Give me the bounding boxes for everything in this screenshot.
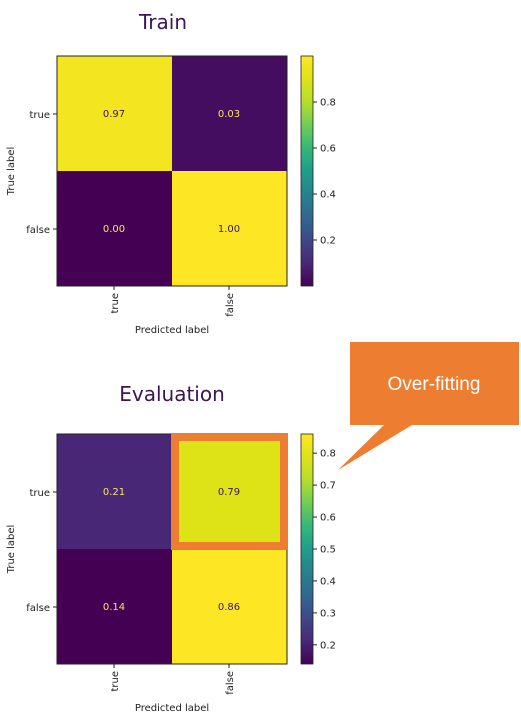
colorbar-tick-label: 0.2 <box>320 236 336 247</box>
colorbar-tick-label: 0.5 <box>320 545 336 556</box>
train-chart: Train 0.97 0.03 0.00 1.00 true false Tru… <box>6 10 336 336</box>
train-value-true-false: 0.03 <box>218 109 240 120</box>
colorbar-tick-label: 0.7 <box>320 481 336 492</box>
evaluation-ytick-true: true <box>29 488 50 499</box>
train-value-true-true: 0.97 <box>103 109 125 120</box>
evaluation-title: Evaluation <box>119 382 225 406</box>
train-xtick-true: true <box>110 293 121 314</box>
train-ylabel: True label <box>6 147 17 197</box>
colorbar-tick-label: 0.4 <box>320 190 336 201</box>
colorbar-tick-label: 0.6 <box>320 144 336 155</box>
evaluation-xtick-false: false <box>225 671 236 695</box>
evaluation-chart: Evaluation 0.21 0.79 0.14 0.86 true fals… <box>6 382 336 714</box>
colorbar-tick-label: 0.6 <box>320 513 336 524</box>
train-title: Train <box>138 10 187 34</box>
train-cell-false-false <box>172 171 287 286</box>
callout-text: Over-fitting <box>388 374 481 395</box>
evaluation-value-true-false: 0.79 <box>218 487 240 498</box>
colorbar-tick-label: 0.4 <box>320 576 336 587</box>
overfitting-callout: Over-fitting <box>338 342 519 470</box>
evaluation-value-true-true: 0.21 <box>103 487 125 498</box>
colorbar-tick-label: 0.3 <box>320 608 336 619</box>
colorbar-tick-label: 0.2 <box>320 640 336 651</box>
train-cell-true-false <box>172 56 287 171</box>
evaluation-ylabel: True label <box>6 525 17 575</box>
evaluation-value-false-true: 0.14 <box>103 602 125 613</box>
colorbar-tick-label: 0.8 <box>320 449 336 460</box>
callout-shape <box>338 342 519 470</box>
evaluation-colorbar: 0.8 0.7 0.6 0.5 0.4 0.3 0.2 <box>300 433 336 665</box>
train-value-false-false: 1.00 <box>218 224 240 235</box>
train-xlabel: Predicted label <box>135 325 209 336</box>
train-matrix-frame <box>56 55 288 287</box>
train-cell-true-true <box>57 56 172 171</box>
evaluation-ytick-false: false <box>26 603 50 614</box>
evaluation-cell-false-false <box>172 549 287 664</box>
train-colorbar: 0.8 0.6 0.4 0.2 <box>300 55 336 287</box>
evaluation-value-false-false: 0.86 <box>218 602 240 613</box>
train-cell-false-true <box>57 171 172 286</box>
train-ytick-false: false <box>26 225 50 236</box>
evaluation-xlabel: Predicted label <box>135 703 209 714</box>
train-ytick-true: true <box>29 110 50 121</box>
evaluation-cell-true-true <box>57 434 172 549</box>
colorbar-tick-label: 0.8 <box>320 98 336 109</box>
train-value-false-true: 0.00 <box>103 224 125 235</box>
evaluation-xtick-true: true <box>110 671 121 692</box>
train-xtick-false: false <box>225 293 236 317</box>
evaluation-matrix: 0.21 0.79 0.14 0.86 <box>56 433 288 665</box>
train-matrix: 0.97 0.03 0.00 1.00 <box>56 55 288 287</box>
evaluation-cell-true-false <box>172 434 287 549</box>
evaluation-cell-false-true <box>57 549 172 664</box>
overfitting-highlight-box <box>171 433 288 550</box>
